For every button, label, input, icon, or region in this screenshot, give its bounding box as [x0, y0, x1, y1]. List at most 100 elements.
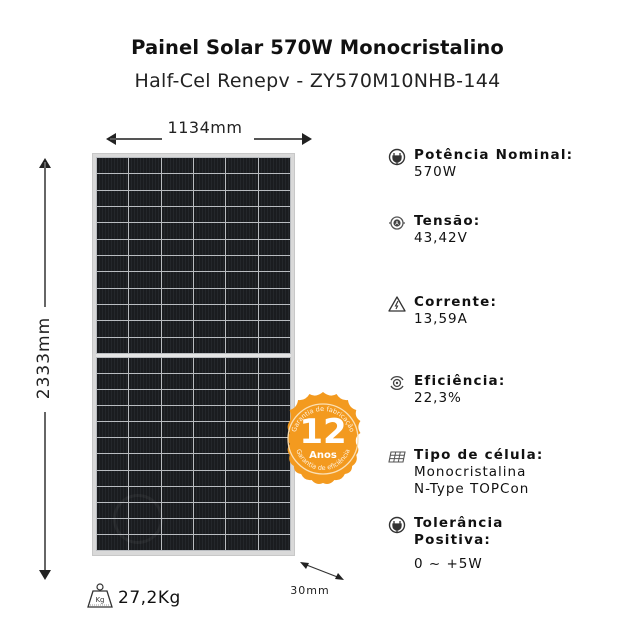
solar-cell	[226, 374, 258, 390]
spec-label: Tolerância	[414, 515, 504, 531]
solar-cell	[226, 337, 258, 353]
solar-cell	[258, 390, 290, 406]
efficiency-icon	[390, 376, 404, 390]
solar-cell	[258, 255, 290, 272]
spec-value: 43,42V	[414, 230, 468, 246]
solar-cell	[226, 255, 258, 272]
solar-cell	[258, 158, 290, 174]
badge-years: 12	[299, 412, 347, 452]
spec-value: 0 ~ +5W	[414, 556, 483, 572]
solar-cell	[129, 239, 161, 255]
solar-cell	[97, 406, 129, 422]
solar-cell	[97, 272, 129, 288]
solar-cell	[161, 321, 193, 337]
solar-cell	[194, 272, 226, 288]
plug-icon	[388, 516, 406, 534]
solar-cell	[258, 206, 290, 223]
solar-cell	[258, 358, 290, 374]
panel-divider	[96, 354, 291, 357]
solar-cell	[226, 518, 258, 534]
solar-cell	[161, 206, 193, 223]
height-arrow-top-line	[44, 162, 46, 307]
solar-cell	[258, 337, 290, 353]
spec-label: Potência Nominal:	[414, 147, 574, 163]
height-arrow-down-head	[39, 570, 51, 580]
solar-cell	[161, 239, 193, 255]
solar-cell	[129, 206, 161, 223]
solar-cell	[97, 486, 129, 502]
solar-cell	[226, 358, 258, 374]
width-arrow-right-line	[254, 138, 308, 140]
solar-cell	[97, 304, 129, 321]
solar-cell	[226, 223, 258, 239]
warning-lightning-icon	[388, 296, 406, 312]
spec-label: Tensão:	[414, 213, 481, 229]
svg-text:A: A	[395, 221, 399, 227]
solar-cell-icon	[388, 451, 406, 463]
solar-cell	[161, 288, 193, 304]
solar-cell	[161, 190, 193, 206]
solar-cell	[226, 470, 258, 486]
solar-cell	[258, 518, 290, 534]
solar-cell	[97, 470, 129, 486]
width-arrow-right-head	[302, 133, 312, 145]
solar-cell	[258, 304, 290, 321]
solar-cell	[226, 390, 258, 406]
plug-icon	[388, 148, 406, 166]
solar-cell	[97, 158, 129, 174]
solar-cell	[194, 190, 226, 206]
solar-cell	[226, 406, 258, 422]
solar-cell	[258, 374, 290, 390]
solar-cell	[129, 374, 161, 390]
width-arrow-left-line	[110, 138, 162, 140]
solar-cell	[97, 190, 129, 206]
solar-cell	[129, 255, 161, 272]
height-dimension-label: 2333mm	[34, 316, 54, 400]
solar-cell	[161, 223, 193, 239]
solar-cell	[194, 438, 226, 454]
solar-cell	[97, 422, 129, 438]
solar-cell	[194, 255, 226, 272]
solar-cell	[161, 390, 193, 406]
solar-cell	[161, 304, 193, 321]
solar-cell	[161, 374, 193, 390]
solar-cell	[258, 534, 290, 550]
solar-cell	[194, 486, 226, 502]
solar-cell	[258, 470, 290, 486]
solar-cell	[129, 223, 161, 239]
solar-cell	[226, 174, 258, 190]
solar-cell	[97, 288, 129, 304]
solar-cell	[258, 223, 290, 239]
solar-cell	[161, 534, 193, 550]
solar-cell	[194, 390, 226, 406]
solar-cell	[161, 174, 193, 190]
solar-cell	[97, 358, 129, 374]
solar-cell	[194, 518, 226, 534]
solar-cell	[129, 337, 161, 353]
solar-cell	[226, 304, 258, 321]
product-subtitle: Half-Cel Renepv - ZY570M10NHB-144	[134, 70, 501, 92]
warranty-badge: Garantia de fabricação Garantia de efici…	[273, 390, 373, 490]
spec-label: Corrente:	[414, 294, 498, 310]
solar-cell	[258, 502, 290, 518]
solar-cell	[194, 358, 226, 374]
solar-cell	[194, 158, 226, 174]
solar-cell	[194, 239, 226, 255]
solar-cell	[161, 470, 193, 486]
solar-cell	[161, 358, 193, 374]
panel-top-half	[96, 157, 291, 354]
solar-cell	[129, 288, 161, 304]
solar-cell	[129, 390, 161, 406]
solar-cell	[226, 454, 258, 470]
solar-cell	[161, 454, 193, 470]
spec-value: Monocristalina	[414, 464, 527, 480]
watermark-logo	[113, 494, 163, 544]
solar-cell	[258, 454, 290, 470]
solar-cell	[97, 337, 129, 353]
spec-value: 570W	[414, 164, 458, 180]
solar-cell	[97, 206, 129, 223]
solar-cell	[161, 158, 193, 174]
solar-cell	[129, 454, 161, 470]
spec-value: 13,59A	[414, 311, 468, 327]
solar-cell	[258, 406, 290, 422]
